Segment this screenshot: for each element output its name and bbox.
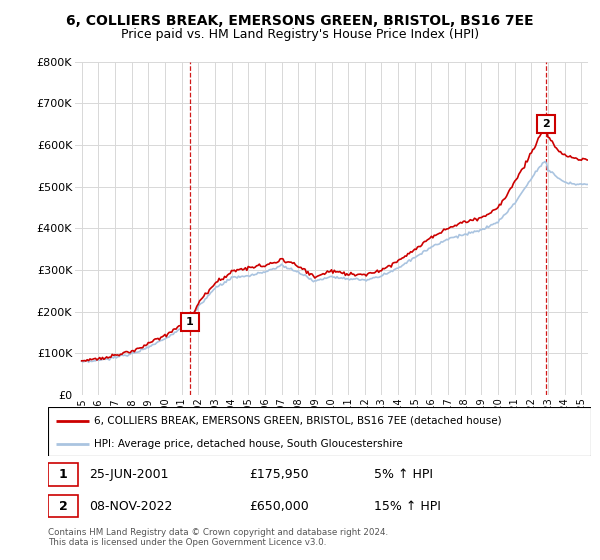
Text: 08-NOV-2022: 08-NOV-2022 [89,500,172,512]
Text: HPI: Average price, detached house, South Gloucestershire: HPI: Average price, detached house, Sout… [94,438,403,449]
Text: Price paid vs. HM Land Registry's House Price Index (HPI): Price paid vs. HM Land Registry's House … [121,28,479,41]
Text: 25-JUN-2001: 25-JUN-2001 [89,468,168,481]
Text: 1: 1 [59,468,67,481]
FancyBboxPatch shape [48,463,78,486]
FancyBboxPatch shape [48,494,78,517]
Text: 6, COLLIERS BREAK, EMERSONS GREEN, BRISTOL, BS16 7EE (detached house): 6, COLLIERS BREAK, EMERSONS GREEN, BRIST… [94,416,502,426]
Text: Contains HM Land Registry data © Crown copyright and database right 2024.
This d: Contains HM Land Registry data © Crown c… [48,528,388,547]
Text: £175,950: £175,950 [249,468,308,481]
Text: £650,000: £650,000 [249,500,308,512]
Text: 2: 2 [59,500,67,512]
Text: 2: 2 [542,119,550,129]
Text: 15% ↑ HPI: 15% ↑ HPI [374,500,440,512]
Text: 1: 1 [186,316,193,326]
Text: 5% ↑ HPI: 5% ↑ HPI [374,468,433,481]
Text: 6, COLLIERS BREAK, EMERSONS GREEN, BRISTOL, BS16 7EE: 6, COLLIERS BREAK, EMERSONS GREEN, BRIST… [66,14,534,28]
